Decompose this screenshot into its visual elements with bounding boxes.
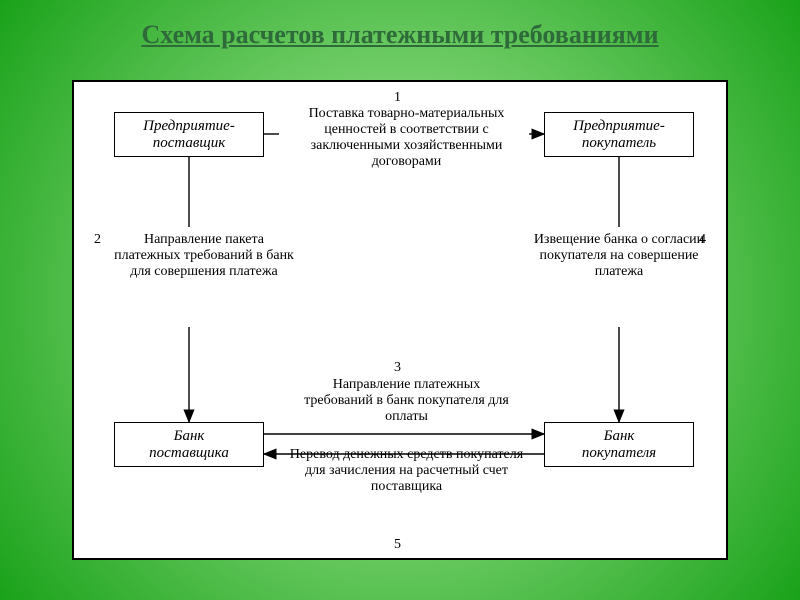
node-supplier-bank: Банк поставщика [114, 422, 264, 467]
caption-2: Направление пакета платежных требований … [114, 232, 294, 280]
caption-4: Извещение банка о согласии покупателя на… [529, 232, 709, 280]
node-buyer-label: Предприятие- покупатель [573, 118, 665, 152]
node-supplier-bank-label: Банк поставщика [149, 428, 229, 462]
num-3: 3 [394, 360, 401, 376]
num-1: 1 [394, 90, 401, 106]
node-buyer-bank: Банк покупателя [544, 422, 694, 467]
diagram-frame: Предприятие- поставщик Предприятие- поку… [72, 80, 728, 560]
slide: Схема расчетов платежными требованиями П… [0, 0, 800, 600]
num-2: 2 [94, 232, 101, 248]
caption-5: Перевод денежных средств покупателя для … [289, 447, 524, 495]
caption-1: Поставка товарно-материальных ценностей … [284, 106, 529, 170]
node-supplier: Предприятие- поставщик [114, 112, 264, 157]
node-buyer-bank-label: Банк покупателя [582, 428, 656, 462]
caption-3: Направление платежных требований в банк … [299, 377, 514, 425]
num-5: 5 [394, 537, 401, 553]
node-supplier-label: Предприятие- поставщик [143, 118, 235, 152]
node-buyer: Предприятие- покупатель [544, 112, 694, 157]
slide-title: Схема расчетов платежными требованиями [0, 20, 800, 50]
